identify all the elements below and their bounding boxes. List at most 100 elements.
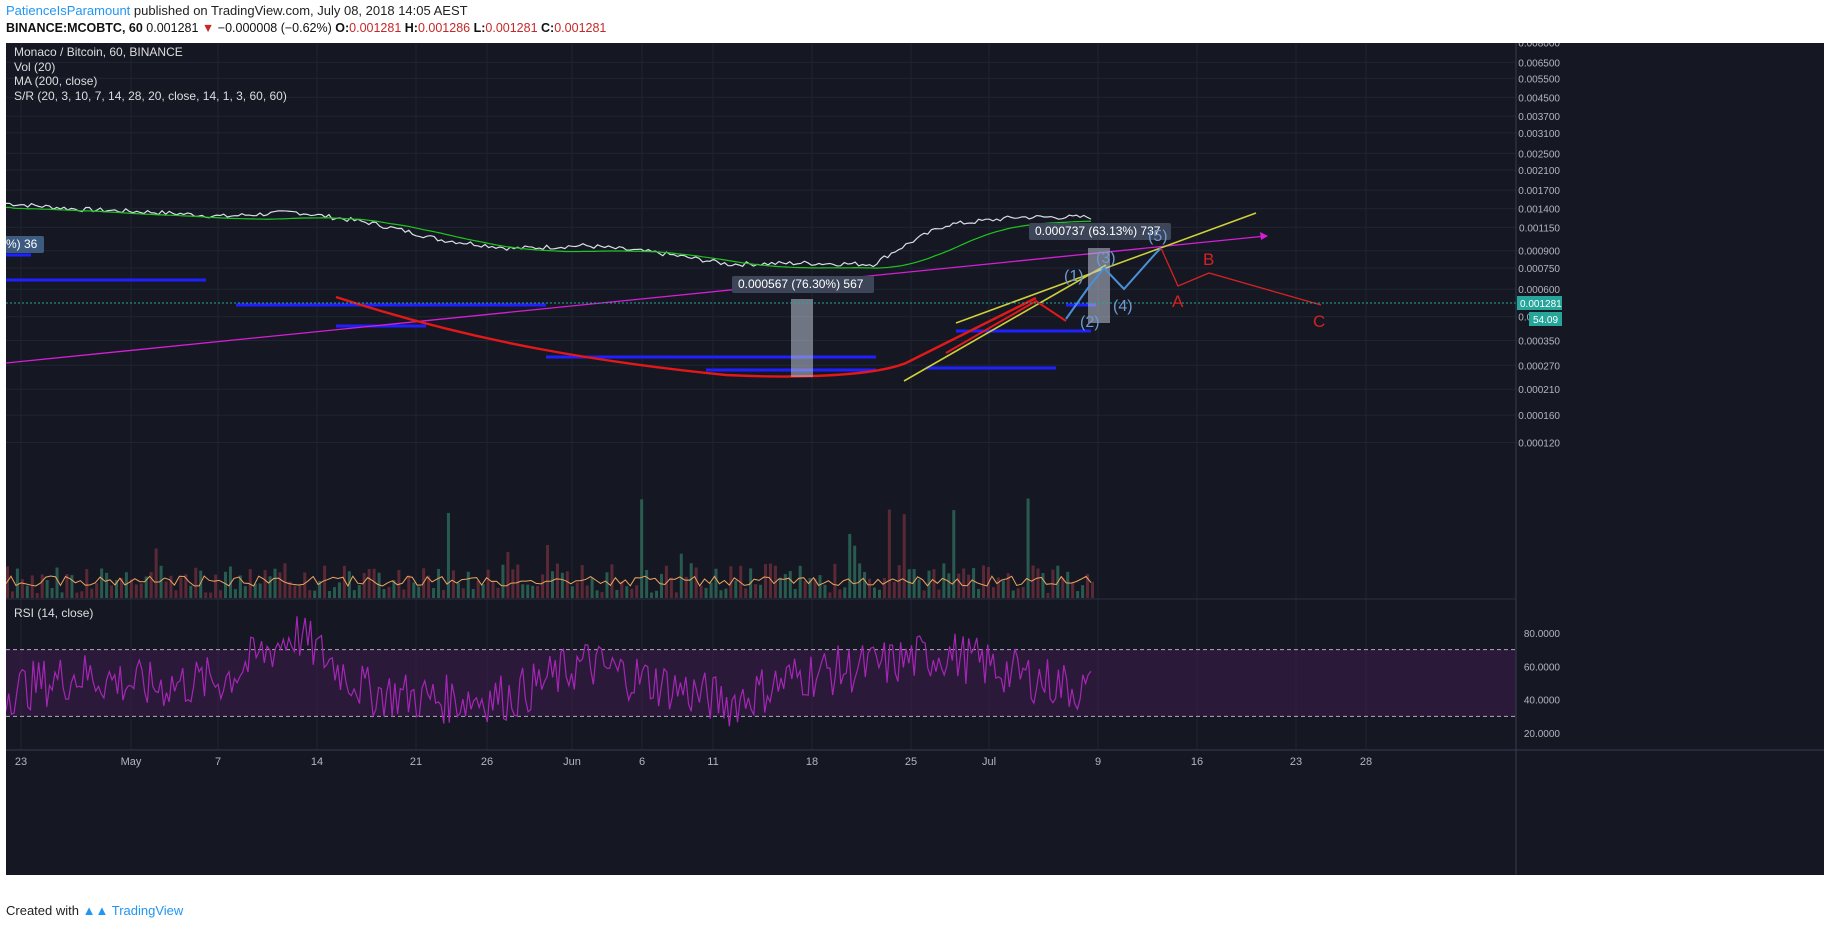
volume-bar	[823, 584, 827, 598]
volume-bar	[20, 579, 24, 598]
volume-bar	[868, 578, 872, 598]
left-measure-label: %) 36	[6, 237, 38, 251]
legend-ma: MA (200, close)	[14, 74, 97, 88]
measure-label-box-1	[732, 276, 874, 293]
volume-bar	[308, 590, 312, 598]
volume-bar	[100, 568, 104, 598]
price-tick-label: 0.008000	[1518, 43, 1560, 50]
publish-line: PatienceIsParamount published on Trading…	[6, 3, 468, 18]
author-link[interactable]: PatienceIsParamount	[6, 3, 131, 18]
volume-bar	[833, 563, 837, 598]
volume-bar	[139, 583, 143, 598]
volume-bar	[635, 585, 639, 598]
wave-3-label: (3)	[1096, 250, 1116, 267]
volume-bar	[982, 565, 986, 598]
volume-bar	[1036, 568, 1040, 598]
volume-bar	[1046, 592, 1050, 598]
volume-bar	[432, 587, 436, 598]
volume-bar	[238, 575, 242, 598]
volume-bar	[90, 588, 94, 598]
rsi-tick-label: 80.0000	[1524, 629, 1561, 640]
volume-bar	[402, 589, 406, 598]
volume-bar	[223, 571, 227, 598]
volume-bar	[1066, 571, 1070, 598]
tradingview-logo-icon: ▲▲	[82, 903, 109, 918]
open-value: 0.001281	[349, 21, 402, 35]
volume-bar	[481, 584, 485, 598]
volume-bar	[189, 585, 193, 598]
rsi-tick-label: 40.0000	[1524, 696, 1561, 707]
open-label: O:	[335, 21, 350, 35]
volume-bar	[372, 568, 376, 598]
volume-bar	[699, 585, 703, 598]
time-tick-label: 25	[905, 756, 917, 768]
volume-bar	[437, 568, 441, 598]
volume-bar	[124, 572, 128, 598]
volume-bar	[521, 584, 525, 598]
volume-bar	[783, 574, 787, 598]
volume-bar	[600, 592, 604, 598]
volume-bar	[506, 552, 510, 598]
volume-bar	[169, 575, 173, 598]
tradingview-link[interactable]: TradingView	[111, 903, 184, 918]
volume-bar	[471, 588, 475, 598]
volume-bar	[293, 585, 297, 598]
volume-bar	[922, 590, 926, 598]
volume-bar	[516, 564, 520, 598]
volume-bar	[759, 584, 763, 598]
volume-bar	[1076, 591, 1080, 598]
volume-bar	[194, 567, 198, 598]
volume-bar	[40, 574, 44, 598]
volume-bar	[25, 585, 29, 598]
volume-bar	[828, 592, 832, 598]
volume-bar	[932, 569, 936, 598]
volume-bar	[85, 569, 89, 598]
price-tick-label: 0.003100	[1518, 129, 1560, 140]
volume-bar	[610, 564, 614, 598]
abc-correction-path	[1160, 247, 1322, 306]
volume-bar	[704, 587, 708, 598]
price-axis[interactable]: 0.008000 0.006500 0.005500 0.004500 0.003700…	[1518, 39, 1560, 450]
rsi-badge: 54.09	[1533, 315, 1558, 326]
chart-container[interactable]: %) 36 0.000567 (76.30%) 567 0.000737 (63…	[0, 39, 1824, 875]
volume-bar	[35, 592, 39, 598]
price-layer	[5, 202, 1094, 598]
volume-bar	[347, 571, 351, 598]
high-label: H:	[404, 21, 418, 35]
legend-title: Monaco / Bitcoin, 60, BINANCE	[14, 45, 183, 59]
volume-bar	[793, 588, 797, 598]
time-axis[interactable]: 23 May 7 14 21 26 Jun 6 11 18 25 Jul 9 16 23 28	[15, 756, 1372, 768]
volume-bar	[897, 565, 901, 598]
volume-bar	[30, 575, 34, 598]
volume-bar	[674, 592, 678, 598]
volume-bar	[798, 565, 802, 598]
volume-bar	[253, 583, 257, 598]
volume-bar	[417, 586, 421, 598]
volume-bar	[318, 580, 322, 598]
volume-bar	[575, 582, 579, 598]
volume-bar	[546, 545, 550, 598]
price-tick-label: 0.000350	[1518, 337, 1560, 348]
volume-bar	[392, 580, 396, 598]
volume-bar	[105, 572, 109, 598]
rounding-bottom-curve	[335, 295, 1037, 378]
measure-label-box-2	[1029, 223, 1171, 240]
volume-bar	[947, 573, 951, 598]
volume-bar	[853, 545, 857, 598]
rsi-axis[interactable]: 80.0000 60.0000 40.0000 20.0000	[1524, 629, 1561, 740]
volume-bar	[1001, 580, 1005, 598]
volume-bar	[714, 568, 718, 598]
time-tick-label: 11	[707, 756, 718, 768]
volume-bar	[179, 577, 183, 598]
volume-bar	[80, 591, 84, 598]
volume-bar	[209, 592, 213, 598]
last-price: 0.001281	[146, 21, 199, 35]
volume-bar	[788, 571, 792, 598]
volume-bar	[367, 569, 371, 598]
volume-bar	[887, 509, 891, 598]
symbol-label: BINANCE:MCOBTC, 60	[6, 21, 143, 35]
volume-bar	[645, 569, 649, 598]
ma-200-line	[5, 206, 1092, 269]
price-tick-label: 0.004500	[1518, 93, 1560, 104]
chart-svg[interactable]: %) 36 0.000567 (76.30%) 567 0.000737 (63…	[0, 39, 1824, 875]
